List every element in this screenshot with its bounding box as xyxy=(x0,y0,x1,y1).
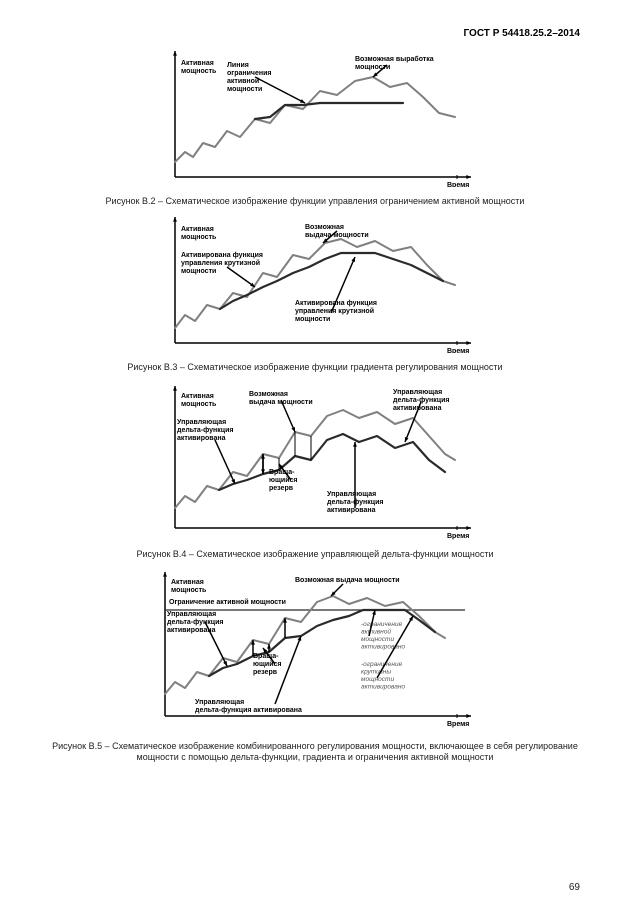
svg-text:Активирована функцияуправления: Активирована функцияуправления крутизной… xyxy=(295,300,377,323)
caption-b5: Рисунок B.5 – Схематическое изображение … xyxy=(50,741,580,764)
svg-text:Время: Время xyxy=(447,721,469,728)
page: ГОСТ Р 54418.25.2–2014 Активнаямощность В… xyxy=(0,0,630,913)
doc-code: ГОСТ Р 54418.25.2–2014 xyxy=(50,28,580,39)
svg-text:-ограничениекрутизнымощностиак: -ограничениекрутизнымощностиактивировано xyxy=(361,661,405,691)
chart-b4: Активнаямощность Время Возможнаявыдача мощ… xyxy=(155,380,475,540)
svg-text:Управляющаядельта-функцияактив: Управляющаядельта-функцияактивирована xyxy=(177,419,233,442)
svg-text:Возможнаявыдача мощности: Возможнаявыдача мощности xyxy=(249,391,313,406)
svg-text:Линияограниченияактивноймощнос: Линияограниченияактивноймощности xyxy=(227,62,271,93)
chart-b5: Активнаямощность Время Возможная выдача мо… xyxy=(145,566,485,732)
svg-text:Время: Время xyxy=(447,182,469,187)
caption-b2: Рисунок B.2 – Схематическое изображение … xyxy=(50,196,580,207)
svg-text:Возможная выработкамощности: Возможная выработкамощности xyxy=(355,55,434,71)
svg-text:Враща-ющийсярезерв: Враща-ющийсярезерв xyxy=(253,653,281,676)
page-number: 69 xyxy=(569,882,580,893)
chart-b2: Активнаямощность Время Линияограниченияакт… xyxy=(155,47,475,187)
figure-b2: Активнаямощность Время Линияограниченияакт… xyxy=(50,47,580,207)
svg-text:Управляющаядельта-функцияактив: Управляющаядельта-функцияактивирована xyxy=(393,389,449,412)
figure-b5: Активнаямощность Время Возможная выдача мо… xyxy=(50,566,580,764)
svg-text:Активнаямощность: Активнаямощность xyxy=(181,60,217,75)
svg-text:Активнаямощность: Активнаямощность xyxy=(181,393,217,408)
svg-text:Активнаямощность: Активнаямощность xyxy=(171,579,207,594)
svg-text:Управляющаядельта-функцияактив: Управляющаядельта-функцияактивирована xyxy=(167,611,223,634)
figure-b3: АктивнаямощностьВремяВозможнаявыдача мощ… xyxy=(50,213,580,373)
svg-text:Враща-ющийсярезерв: Враща-ющийсярезерв xyxy=(269,469,297,492)
chart-b3: АктивнаямощностьВремяВозможнаявыдача мощ… xyxy=(155,213,475,353)
svg-text:Активнаямощность: Активнаямощность xyxy=(181,226,217,241)
svg-text:Время: Время xyxy=(447,348,469,353)
svg-text:Возможная выдача мощности: Возможная выдача мощности xyxy=(295,577,400,584)
svg-text:Время: Время xyxy=(447,533,469,540)
caption-b3: Рисунок B.3 – Схематическое изображение … xyxy=(50,362,580,373)
figure-b4: Активнаямощность Время Возможнаявыдача мощ… xyxy=(50,380,580,560)
svg-text:Управляющаядельта-функция акти: Управляющаядельта-функция активирована xyxy=(195,699,302,714)
caption-b4: Рисунок B.4 – Схематическое изображение … xyxy=(50,549,580,560)
svg-text:Активирована функцияуправления: Активирована функцияуправления крутизной… xyxy=(181,252,263,275)
svg-text:-ограничениеактивноймощностиак: -ограничениеактивноймощностиактивировано xyxy=(361,621,405,651)
svg-text:Ограничение активной мощности: Ограничение активной мощности xyxy=(169,598,286,606)
